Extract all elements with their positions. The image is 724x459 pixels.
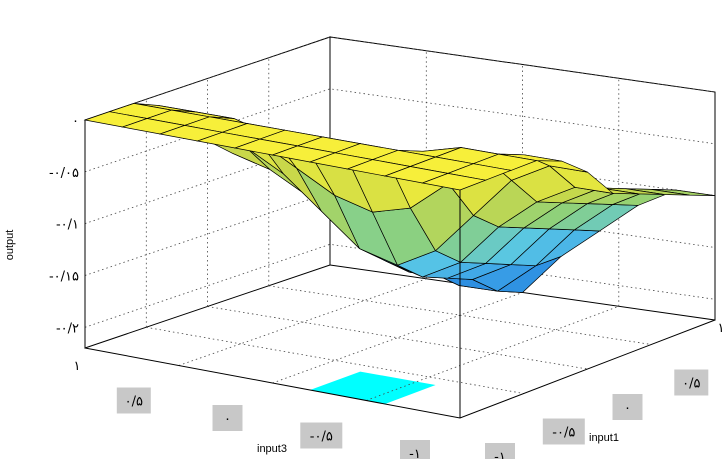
grid-floor-in1 [146, 326, 524, 394]
input3-tick-label: ١ [74, 359, 81, 374]
grid-z-level [84, 243, 716, 328]
input3-tick-label: -٠/۵ [300, 422, 343, 449]
input1-tick-label-text: -١ [494, 450, 506, 459]
grid-floor-in3 [272, 292, 523, 384]
input1-tick-label: -١ [485, 443, 515, 459]
input1-tick-label: -٠/۵ [542, 418, 585, 445]
z-tick-label: -٠/٠۵ [49, 166, 79, 181]
floor-patch [310, 371, 436, 404]
z-axis-title: output [4, 230, 16, 261]
input1-tick-label: ٠ [612, 394, 643, 420]
input3-axis-title: input3 [257, 443, 287, 455]
grid-floor-in1 [268, 285, 652, 345]
input3-tick-label-text: -٠/۵ [310, 430, 333, 445]
input1-tick-label: ١ [718, 321, 724, 336]
input3-tick-label: -١ [400, 440, 430, 459]
input1-axis-title: input1 [589, 432, 619, 444]
z-tick-label: -٠/٢ [56, 321, 79, 336]
grid-z-level [84, 36, 716, 121]
input3-tick-label-text: -١ [409, 447, 421, 459]
z-tick-label: -٠/١۵ [49, 270, 79, 285]
input3-tick-label: ٠/۵ [116, 387, 151, 414]
input1-tick-label: ٠/۵ [674, 369, 709, 396]
surface-mesh [83, 103, 716, 293]
grid-z-level [84, 88, 716, 173]
z-tick-label: -٠/١ [56, 218, 79, 233]
z-tick-label: ٠ [72, 114, 79, 129]
input3-tick-label-text: ٠/۵ [125, 395, 143, 410]
input1-tick-label-text: -٠/۵ [552, 426, 575, 441]
grid-floor-in1 [207, 306, 588, 370]
input3-tick-label: ٠ [212, 405, 243, 431]
input3-tick-label-text: ٠ [224, 412, 231, 427]
input1-tick-label-text: ٠/۵ [682, 377, 700, 392]
input1-tick-label-text: ٠ [624, 401, 631, 416]
tick-labels: ٠ -٠/٠۵ -٠/١ -٠/١۵ -٠/٢ ١ ٠/۵ ٠ -٠/۵ -١ -١ -٠/۵ ٠ ٠/۵… [49, 114, 724, 459]
front-box-edges [84, 120, 716, 419]
grid-floor-in3 [178, 278, 427, 366]
surface-patch [421, 173, 487, 191]
